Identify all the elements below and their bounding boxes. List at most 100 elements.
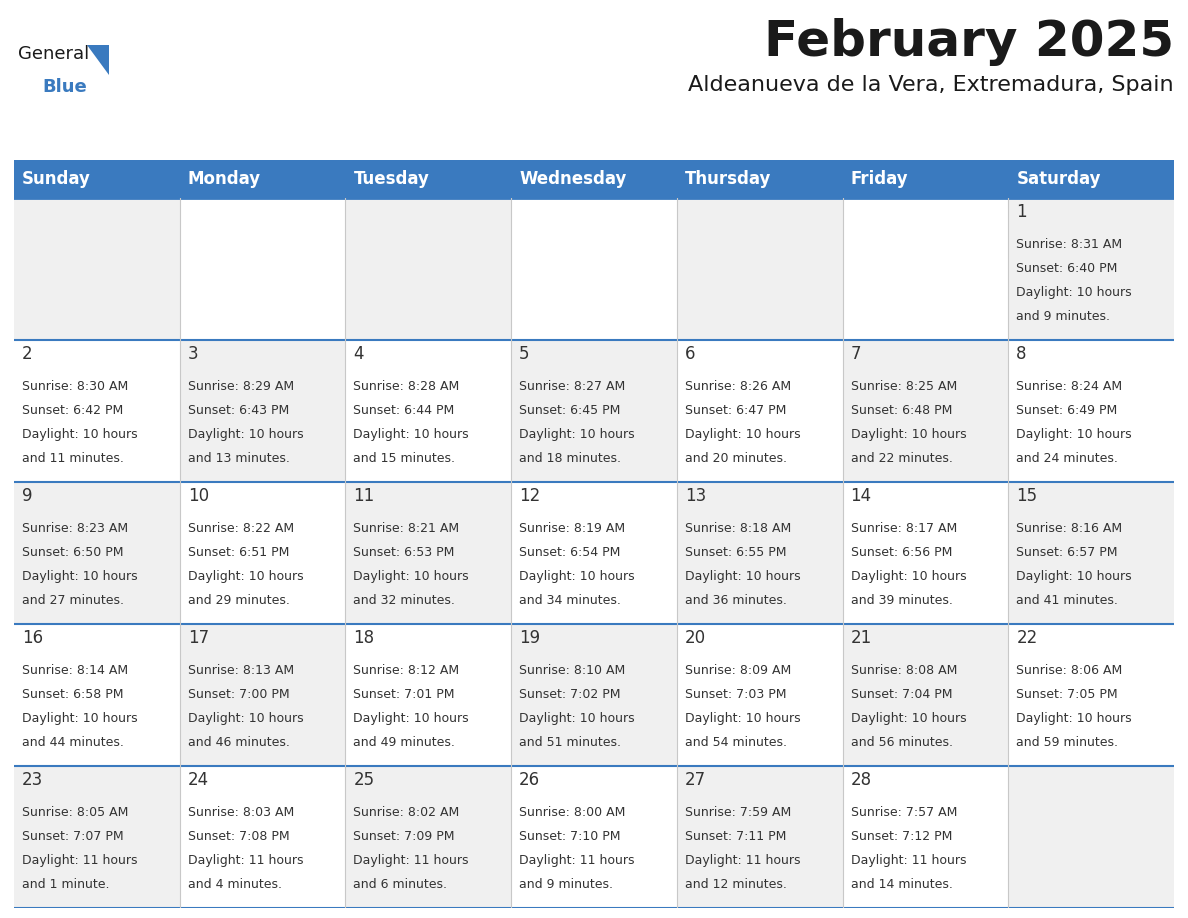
- Text: 1: 1: [1016, 203, 1026, 221]
- Text: Sunrise: 7:57 AM: Sunrise: 7:57 AM: [851, 806, 958, 819]
- Bar: [677, 340, 842, 482]
- Text: Daylight: 10 hours: Daylight: 10 hours: [188, 570, 303, 583]
- Bar: [842, 198, 1009, 340]
- Text: 25: 25: [353, 771, 374, 789]
- Text: Sunrise: 8:21 AM: Sunrise: 8:21 AM: [353, 521, 460, 535]
- Bar: [677, 198, 842, 340]
- Text: 2: 2: [23, 345, 32, 363]
- Text: and 22 minutes.: and 22 minutes.: [851, 453, 953, 465]
- Text: Blue: Blue: [42, 78, 87, 96]
- Text: Daylight: 11 hours: Daylight: 11 hours: [353, 854, 469, 867]
- Text: and 4 minutes.: and 4 minutes.: [188, 879, 282, 891]
- Text: and 20 minutes.: and 20 minutes.: [684, 453, 786, 465]
- Text: Sunset: 7:00 PM: Sunset: 7:00 PM: [188, 688, 290, 701]
- Bar: [677, 624, 842, 766]
- Text: Sunset: 7:12 PM: Sunset: 7:12 PM: [851, 830, 952, 843]
- Bar: [511, 766, 677, 908]
- Text: 26: 26: [519, 771, 541, 789]
- Text: Sunrise: 8:24 AM: Sunrise: 8:24 AM: [1016, 380, 1123, 393]
- Bar: [346, 624, 511, 766]
- Text: Monday: Monday: [188, 170, 261, 188]
- Text: Daylight: 10 hours: Daylight: 10 hours: [188, 712, 303, 725]
- Text: Sunset: 6:42 PM: Sunset: 6:42 PM: [23, 404, 124, 417]
- Bar: [179, 340, 346, 482]
- Text: and 36 minutes.: and 36 minutes.: [684, 594, 786, 607]
- Text: Daylight: 10 hours: Daylight: 10 hours: [684, 712, 801, 725]
- Text: Sunday: Sunday: [23, 170, 90, 188]
- Text: Sunrise: 8:10 AM: Sunrise: 8:10 AM: [519, 664, 625, 677]
- Text: General: General: [18, 45, 89, 63]
- Text: Sunset: 6:40 PM: Sunset: 6:40 PM: [1016, 262, 1118, 274]
- Text: and 56 minutes.: and 56 minutes.: [851, 736, 953, 749]
- Bar: [511, 482, 677, 624]
- Text: Sunset: 7:03 PM: Sunset: 7:03 PM: [684, 688, 786, 701]
- Text: Sunset: 6:47 PM: Sunset: 6:47 PM: [684, 404, 786, 417]
- Bar: [1009, 766, 1174, 908]
- Text: Sunrise: 8:26 AM: Sunrise: 8:26 AM: [684, 380, 791, 393]
- Text: and 13 minutes.: and 13 minutes.: [188, 453, 290, 465]
- Text: Sunset: 7:11 PM: Sunset: 7:11 PM: [684, 830, 786, 843]
- Bar: [179, 766, 346, 908]
- Text: Sunrise: 7:59 AM: Sunrise: 7:59 AM: [684, 806, 791, 819]
- Text: Daylight: 11 hours: Daylight: 11 hours: [519, 854, 634, 867]
- Text: Daylight: 11 hours: Daylight: 11 hours: [23, 854, 138, 867]
- Text: Sunset: 6:43 PM: Sunset: 6:43 PM: [188, 404, 289, 417]
- Text: Sunset: 7:08 PM: Sunset: 7:08 PM: [188, 830, 290, 843]
- Text: and 24 minutes.: and 24 minutes.: [1016, 453, 1118, 465]
- Bar: [14, 340, 179, 482]
- Text: 21: 21: [851, 629, 872, 647]
- Text: 15: 15: [1016, 487, 1037, 505]
- Text: Sunrise: 8:16 AM: Sunrise: 8:16 AM: [1016, 521, 1123, 535]
- Text: Sunset: 7:01 PM: Sunset: 7:01 PM: [353, 688, 455, 701]
- Text: Sunset: 7:05 PM: Sunset: 7:05 PM: [1016, 688, 1118, 701]
- Bar: [346, 766, 511, 908]
- Text: Sunrise: 8:05 AM: Sunrise: 8:05 AM: [23, 806, 128, 819]
- Text: Friday: Friday: [851, 170, 908, 188]
- Text: 28: 28: [851, 771, 872, 789]
- Text: 27: 27: [684, 771, 706, 789]
- Text: Sunset: 6:57 PM: Sunset: 6:57 PM: [1016, 546, 1118, 559]
- Bar: [1009, 198, 1174, 340]
- Text: 16: 16: [23, 629, 43, 647]
- Text: Daylight: 10 hours: Daylight: 10 hours: [851, 428, 966, 441]
- Text: Sunrise: 8:23 AM: Sunrise: 8:23 AM: [23, 521, 128, 535]
- Text: and 44 minutes.: and 44 minutes.: [23, 736, 124, 749]
- Text: and 46 minutes.: and 46 minutes.: [188, 736, 290, 749]
- Text: Sunrise: 8:19 AM: Sunrise: 8:19 AM: [519, 521, 625, 535]
- Text: Sunset: 6:49 PM: Sunset: 6:49 PM: [1016, 404, 1118, 417]
- Text: and 1 minute.: and 1 minute.: [23, 879, 109, 891]
- Text: Sunset: 6:55 PM: Sunset: 6:55 PM: [684, 546, 786, 559]
- Text: Sunset: 7:07 PM: Sunset: 7:07 PM: [23, 830, 124, 843]
- Bar: [677, 482, 842, 624]
- Text: 14: 14: [851, 487, 872, 505]
- Text: Sunset: 6:48 PM: Sunset: 6:48 PM: [851, 404, 952, 417]
- Text: Tuesday: Tuesday: [353, 170, 429, 188]
- Text: Daylight: 10 hours: Daylight: 10 hours: [1016, 286, 1132, 299]
- Text: Sunrise: 8:00 AM: Sunrise: 8:00 AM: [519, 806, 626, 819]
- Text: 11: 11: [353, 487, 374, 505]
- Bar: [1009, 624, 1174, 766]
- Text: Daylight: 10 hours: Daylight: 10 hours: [188, 428, 303, 441]
- Text: and 39 minutes.: and 39 minutes.: [851, 594, 953, 607]
- Text: 6: 6: [684, 345, 695, 363]
- Text: 8: 8: [1016, 345, 1026, 363]
- Text: Sunrise: 8:17 AM: Sunrise: 8:17 AM: [851, 521, 956, 535]
- Text: and 6 minutes.: and 6 minutes.: [353, 879, 448, 891]
- Text: and 27 minutes.: and 27 minutes.: [23, 594, 124, 607]
- Text: 23: 23: [23, 771, 43, 789]
- Text: Sunrise: 8:13 AM: Sunrise: 8:13 AM: [188, 664, 293, 677]
- Bar: [14, 766, 179, 908]
- Text: Sunrise: 8:03 AM: Sunrise: 8:03 AM: [188, 806, 293, 819]
- Text: Sunrise: 8:22 AM: Sunrise: 8:22 AM: [188, 521, 293, 535]
- Bar: [511, 198, 677, 340]
- Text: Aldeanueva de la Vera, Extremadura, Spain: Aldeanueva de la Vera, Extremadura, Spai…: [688, 75, 1174, 95]
- Text: Sunrise: 8:12 AM: Sunrise: 8:12 AM: [353, 664, 460, 677]
- Text: Wednesday: Wednesday: [519, 170, 626, 188]
- Text: Daylight: 10 hours: Daylight: 10 hours: [851, 712, 966, 725]
- Text: Daylight: 10 hours: Daylight: 10 hours: [1016, 428, 1132, 441]
- Text: and 54 minutes.: and 54 minutes.: [684, 736, 786, 749]
- Text: Sunrise: 8:14 AM: Sunrise: 8:14 AM: [23, 664, 128, 677]
- Text: Sunset: 6:44 PM: Sunset: 6:44 PM: [353, 404, 455, 417]
- Text: Daylight: 10 hours: Daylight: 10 hours: [353, 712, 469, 725]
- Text: 7: 7: [851, 345, 861, 363]
